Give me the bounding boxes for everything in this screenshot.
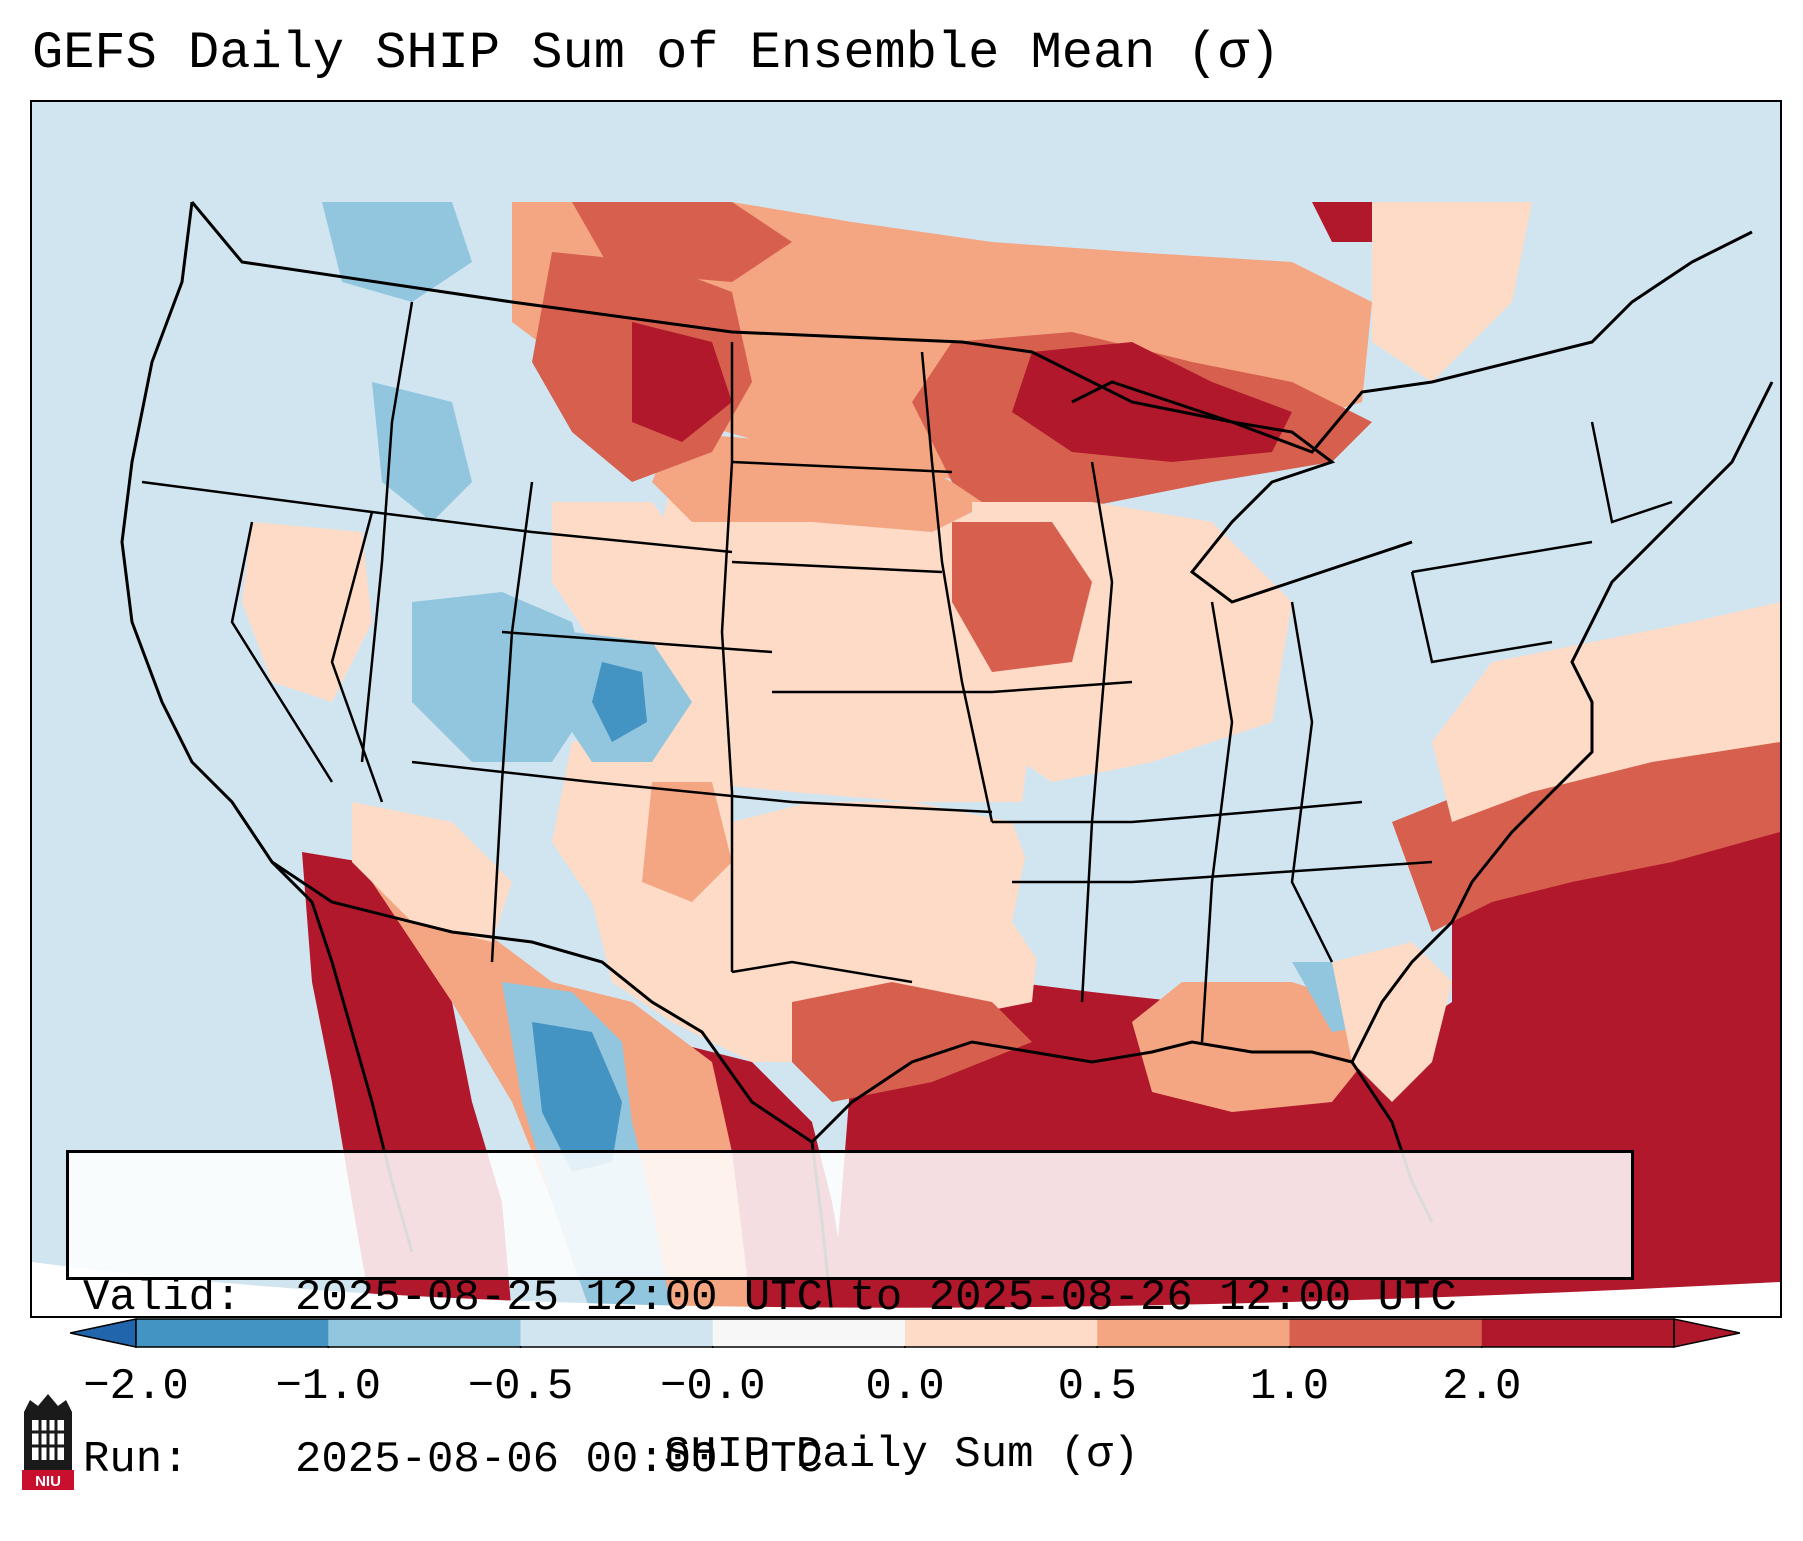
- field-region-quebec: [1372, 202, 1532, 382]
- map-panel: [30, 100, 1782, 1318]
- field-region-superior-core: [1012, 342, 1292, 462]
- logo-text: NIU: [35, 1473, 61, 1490]
- state-line: [330, 511, 384, 803]
- state-line: [1290, 601, 1334, 963]
- valid-label: Valid:: [83, 1273, 242, 1323]
- state-line: [1411, 540, 1593, 574]
- colorbar-tick-label: −2.0: [83, 1362, 189, 1412]
- colorbar-segment: [520, 1319, 714, 1347]
- field-region-iowa: [952, 522, 1092, 672]
- map-coastlines: [120, 201, 1774, 1316]
- run-value: 2025-08-06 00:00 UTC: [295, 1435, 824, 1485]
- field-region-arizona: [352, 802, 512, 942]
- field-region-atlantic-light: [1432, 602, 1780, 822]
- field-region-northwest-blue: [322, 202, 472, 302]
- logo-icon: NIU: [22, 1394, 74, 1490]
- state-line: [992, 800, 1363, 824]
- colorbar-svg: [69, 1318, 1741, 1348]
- colorbar-segment: [905, 1319, 1098, 1347]
- state-line: [360, 301, 414, 763]
- valid-row: Valid: 2025-08-25 12:00 UTC to 2025-08-26…: [83, 1271, 1617, 1325]
- colorbar-tick-label: −0.5: [467, 1362, 574, 1412]
- colorbar-segment: [1289, 1319, 1483, 1347]
- field-region-colorado-dark: [592, 662, 647, 742]
- state-line: [731, 960, 913, 984]
- great-lakes-shore: [1071, 380, 1413, 604]
- colorbar-tick-label: 0.0: [865, 1362, 945, 1412]
- us-mexico-border: [271, 860, 813, 1144]
- chart-title: GEFS Daily SHIP Sum of Ensemble Mean (σ): [32, 24, 1281, 83]
- state-boundaries: [141, 301, 1673, 1043]
- field-region-new-mexico-mid: [642, 782, 732, 902]
- niu-logo: NIU: [20, 1392, 76, 1492]
- field-region-plains-mid: [652, 432, 992, 532]
- state-line: [920, 351, 994, 823]
- projection-edge-bottom-left: [32, 1262, 1780, 1316]
- run-label: Run:: [83, 1435, 189, 1485]
- colorbar-segment: [136, 1319, 329, 1347]
- info-box: Valid: 2025-08-25 12:00 UTC to 2025-08-26…: [66, 1150, 1634, 1485]
- colorbar-segment: [1097, 1319, 1290, 1347]
- colorbar-segment: [328, 1319, 521, 1347]
- colorbar-tick-label: 1.0: [1249, 1362, 1330, 1412]
- field-region-southeast: [1012, 802, 1372, 982]
- state-line: [411, 760, 993, 814]
- florida: [1350, 881, 1474, 1063]
- run-row: Run: 2025-08-06 00:00 UTC: [83, 1433, 1617, 1487]
- colorbar-tick-label: −0.0: [659, 1362, 766, 1412]
- state-line: [1012, 860, 1433, 884]
- colorbar-under-triangle: [69, 1318, 137, 1348]
- colorbar-ticks: −2.0 −1.0 −0.5 −0.0 0.0 0.5 1.0 2.0: [0, 1362, 1803, 1422]
- east-coast: [1470, 381, 1774, 883]
- colorbar-tick-label: 2.0: [1442, 1362, 1522, 1412]
- colorbar-over-triangle: [1673, 1318, 1741, 1348]
- colorbar-segment: [1481, 1319, 1675, 1347]
- state-line: [1410, 571, 1553, 664]
- field-region-atlantic-mid: [1392, 722, 1780, 932]
- field-region-nevada: [242, 522, 372, 702]
- state-line: [772, 680, 1133, 694]
- field-region-idaho-blue: [372, 382, 472, 522]
- colorbar-segment: [712, 1319, 906, 1347]
- field-region-mexico-blue-dark: [532, 1022, 622, 1172]
- colorbar-tick-label: 0.5: [1057, 1362, 1137, 1412]
- state-line: [490, 481, 534, 963]
- gulf-coast: [810, 1040, 1434, 1223]
- state-line: [720, 342, 734, 972]
- state-line: [1200, 601, 1234, 1043]
- state-line: [1080, 461, 1114, 1003]
- state-line: [1590, 421, 1673, 524]
- state-line: [731, 560, 943, 574]
- map-canvas: [32, 102, 1780, 1316]
- field-region-texas-coast: [792, 982, 1032, 1102]
- field-region-gulf-light: [1132, 982, 1372, 1112]
- field-region-montana-core: [632, 322, 732, 442]
- state-line: [230, 521, 334, 783]
- colorbar: [69, 1318, 1741, 1348]
- colorbar-tick-label: −1.0: [275, 1362, 382, 1412]
- state-line: [141, 480, 733, 554]
- colorbar-label: SHIP Daily Sum (σ): [663, 1430, 1140, 1480]
- field-region-carolina: [1332, 942, 1452, 1102]
- west-coast: [120, 201, 414, 1253]
- state-line: [731, 460, 953, 474]
- state-line: [501, 630, 773, 654]
- valid-value: 2025-08-25 12:00 UTC to 2025-08-26 12:00…: [295, 1273, 1457, 1323]
- field-region-canada-north: [572, 202, 792, 282]
